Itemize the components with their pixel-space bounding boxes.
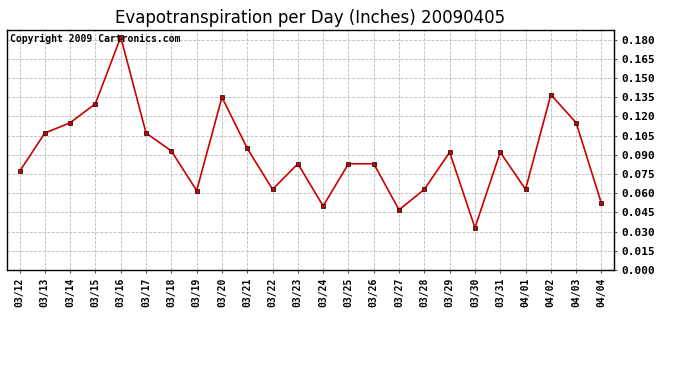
Text: Copyright 2009 Cartronics.com: Copyright 2009 Cartronics.com [10, 34, 180, 44]
Title: Evapotranspiration per Day (Inches) 20090405: Evapotranspiration per Day (Inches) 2009… [115, 9, 506, 27]
